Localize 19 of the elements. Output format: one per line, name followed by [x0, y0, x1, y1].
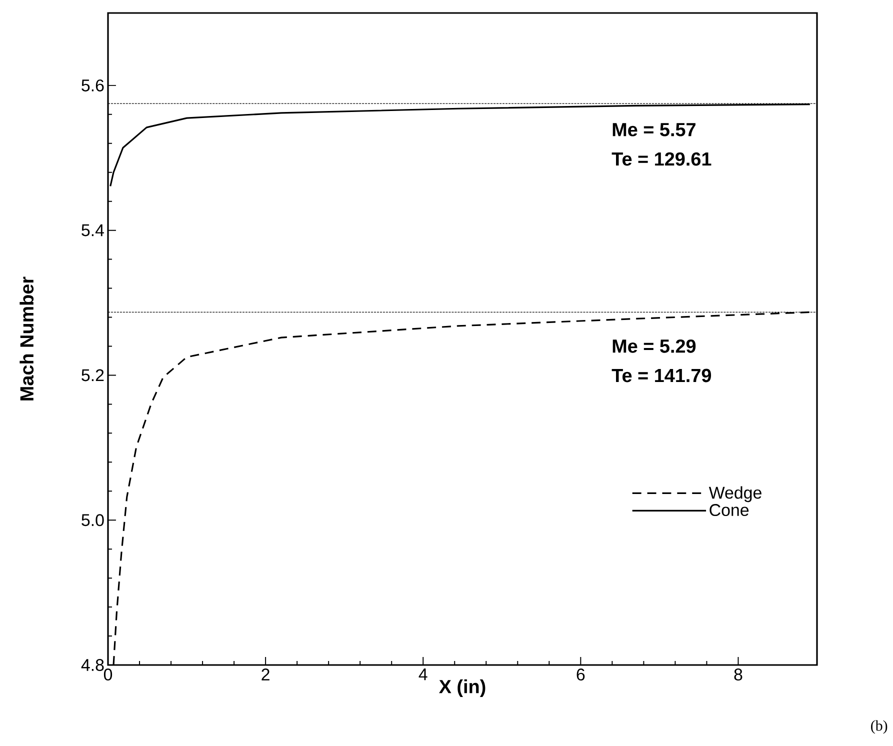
- y-axis-title: Mach Number: [20, 276, 34, 400]
- annotation: Me = 5.29: [612, 339, 696, 353]
- annotation: Te = 141.79: [612, 368, 712, 382]
- y-tick-label: 5.0: [82, 514, 104, 526]
- x-tick-label: 6: [576, 668, 585, 681]
- x-tick-label: 8: [734, 668, 742, 681]
- legend-label: Cone: [710, 504, 749, 516]
- x-axis-title: X (in): [439, 679, 486, 698]
- annotation: Te = 129.61: [612, 152, 712, 166]
- y-tick-label: 4.8: [81, 659, 104, 671]
- y-tick-label: 5.2: [82, 369, 104, 382]
- legend-label: Wedge: [708, 486, 762, 502]
- y-tick-label: 5.4: [82, 224, 104, 236]
- y-tick-label: 5.6: [82, 79, 104, 92]
- x-tick-label: 2: [262, 668, 270, 680]
- x-tick-label: 4: [418, 668, 428, 680]
- annotation: Me = 5.57: [612, 123, 696, 136]
- text: (b): [871, 720, 888, 734]
- x-tick-label: 0: [104, 668, 112, 681]
